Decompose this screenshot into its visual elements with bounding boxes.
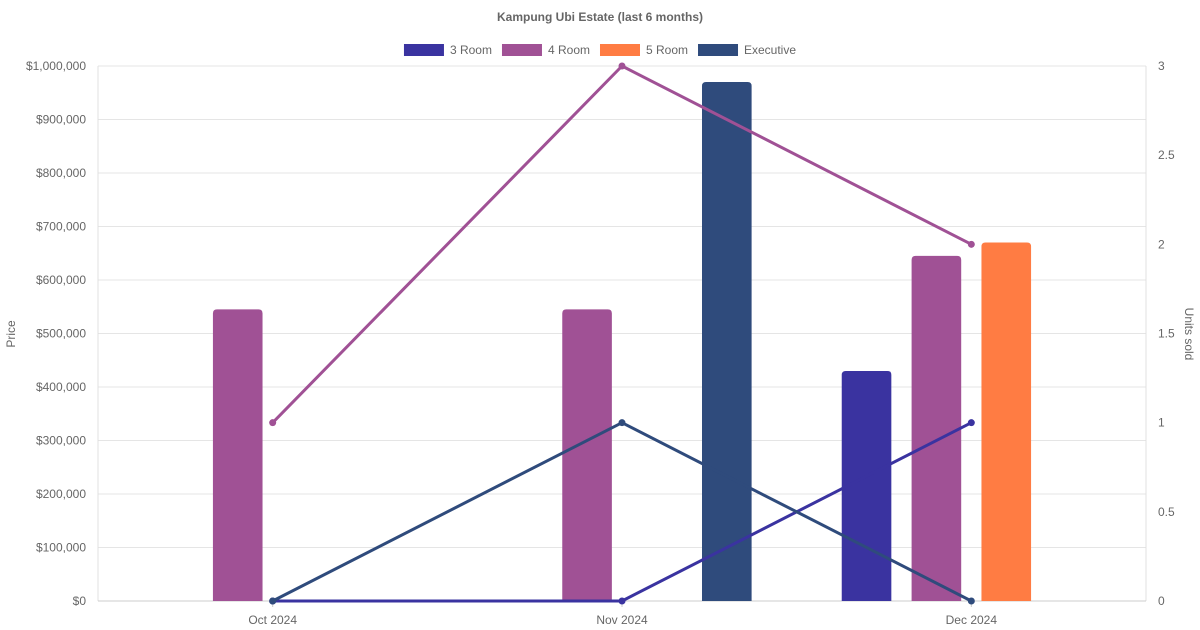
bar-4-room-dec-2024[interactable] xyxy=(911,255,962,602)
legend-label: 5 Room xyxy=(646,43,688,57)
right-tick-label: 1.5 xyxy=(1158,327,1175,341)
legend-item-4-room[interactable]: 4 Room xyxy=(501,43,590,57)
left-tick-label: $600,000 xyxy=(36,273,86,287)
legend-item-3-room[interactable]: 3 Room xyxy=(403,43,492,57)
left-tick-label: $0 xyxy=(73,594,87,608)
left-tick-label: $300,000 xyxy=(36,434,86,448)
left-tick-label: $1,000,000 xyxy=(26,59,86,73)
right-axis-ticks: 0 0.5 1 1.5 2 2.5 3 xyxy=(1158,59,1175,608)
point-3-room[interactable] xyxy=(967,419,975,427)
x-tick-label: Nov 2024 xyxy=(596,613,648,627)
bar-5-room-dec-2024[interactable] xyxy=(981,242,1032,602)
right-tick-label: 2 xyxy=(1158,237,1165,251)
point-4-room[interactable] xyxy=(269,419,277,427)
legend-swatch xyxy=(403,44,444,56)
legend-label: 4 Room xyxy=(548,43,590,57)
x-axis-ticks: Oct 2024 Nov 2024 Dec 2024 xyxy=(248,601,997,627)
left-tick-label: $800,000 xyxy=(36,166,86,180)
left-tick-label: $900,000 xyxy=(36,113,86,127)
left-tick-label: $400,000 xyxy=(36,380,86,394)
left-tick-label: $500,000 xyxy=(36,327,86,341)
right-tick-label: 0 xyxy=(1158,594,1165,608)
legend[interactable]: 3 Room 4 Room 5 Room Executive xyxy=(403,43,796,57)
left-axis-title: Price xyxy=(4,320,18,348)
legend-label: 3 Room xyxy=(450,43,492,57)
x-tick-label: Dec 2024 xyxy=(946,613,998,627)
point-4-room[interactable] xyxy=(967,240,975,248)
bar-4-room-oct-2024[interactable] xyxy=(212,309,263,601)
point-executive[interactable] xyxy=(269,597,277,605)
left-tick-label: $700,000 xyxy=(36,220,86,234)
point-4-room[interactable] xyxy=(618,62,626,70)
right-tick-label: 1 xyxy=(1158,416,1165,430)
legend-item-executive[interactable]: Executive xyxy=(698,43,796,57)
point-executive[interactable] xyxy=(967,597,975,605)
legend-label: Executive xyxy=(744,43,796,57)
point-executive[interactable] xyxy=(618,419,626,427)
right-tick-label: 2.5 xyxy=(1158,148,1175,162)
legend-swatch xyxy=(698,44,739,56)
right-tick-label: 0.5 xyxy=(1158,505,1175,519)
point-3-room[interactable] xyxy=(618,597,626,605)
legend-swatch xyxy=(501,44,542,56)
lines xyxy=(269,62,975,605)
legend-swatch xyxy=(599,44,640,56)
right-axis-title: Units sold xyxy=(1182,308,1196,361)
left-tick-label: $200,000 xyxy=(36,487,86,501)
left-axis-ticks: $0 $100,000 $200,000 $300,000 $400,000 $500,0… xyxy=(26,59,86,608)
right-tick-label: 3 xyxy=(1158,59,1165,73)
bar-4-room-nov-2024[interactable] xyxy=(562,309,612,601)
bars xyxy=(212,82,1032,602)
x-tick-label: Oct 2024 xyxy=(248,613,297,627)
bar-3-room-dec-2024[interactable] xyxy=(841,370,892,601)
left-tick-label: $100,000 xyxy=(36,541,86,555)
bar-executive-nov-2024[interactable] xyxy=(701,82,752,602)
chart-title: Kampung Ubi Estate (last 6 months) xyxy=(497,10,703,24)
legend-item-5-room[interactable]: 5 Room xyxy=(599,43,688,57)
